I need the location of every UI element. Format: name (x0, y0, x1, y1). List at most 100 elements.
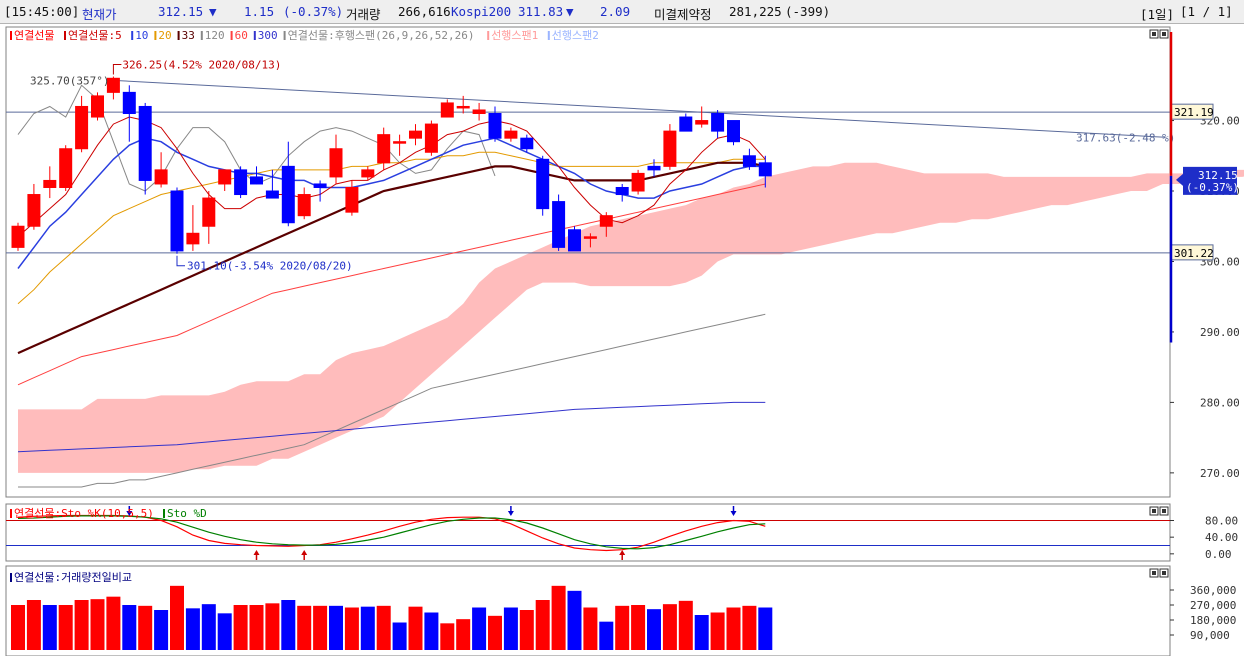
stochastic-pane: 0.00 40.00 80.00 (6, 506, 1238, 561)
time-label: [15:45:00] (4, 4, 80, 19)
price-legend-swatch (131, 31, 134, 40)
volume-bar (535, 600, 550, 650)
candle-body (488, 113, 502, 139)
candle-body (472, 109, 486, 115)
candle-body (122, 91, 136, 115)
volume-bar (154, 610, 169, 650)
pane-frames (5, 26, 1171, 656)
candle-body (186, 232, 200, 245)
volume-bar (90, 599, 105, 650)
lower-level-text: 301.22 (1174, 247, 1214, 260)
stoch-axis-label: 0.00 (1205, 548, 1232, 561)
price-legend-swatch (154, 31, 157, 40)
price-legend-label: 20 (158, 29, 171, 42)
current-price-text: 312.15 (1198, 169, 1238, 182)
change-value: 1.15 (244, 4, 275, 19)
volume-bar (233, 605, 248, 650)
volume-axis-label: 270,000 (1190, 599, 1236, 612)
stoch-line-stod (17, 515, 766, 550)
price-legend-label: 60 (235, 29, 248, 42)
candle-body (106, 77, 120, 93)
volume-bar (249, 605, 264, 650)
volume-bar (138, 605, 153, 650)
candle-body (758, 162, 772, 177)
volume-bar (599, 621, 614, 650)
price-legend-label: 연결선물 (14, 29, 54, 42)
volume-axis-label: 180,000 (1190, 614, 1236, 627)
price-legend-swatch (64, 31, 66, 40)
volume-bar (217, 613, 232, 650)
candle-body (297, 194, 311, 217)
candle-body (361, 169, 375, 178)
volume-legend-label: 연결선물:거래량전일비교 (14, 570, 132, 584)
period-selector[interactable]: [1일] (1140, 7, 1175, 22)
price-legend-label: 선행스팬2 (552, 29, 599, 42)
price-axis-label: 290.00 (1200, 326, 1240, 339)
candle-body (440, 102, 454, 118)
candle-body (75, 105, 89, 150)
candle-body (663, 130, 677, 167)
price-legend-swatch (200, 31, 203, 40)
price-legend-swatch (253, 31, 256, 40)
stoch-buy-signal-icon (301, 550, 308, 555)
volume-bar (726, 607, 741, 650)
volume-bar (631, 605, 646, 650)
stoch-sell-signal-icon (730, 511, 737, 516)
stoch-legend-label: Sto %D (167, 507, 207, 520)
candle-body (599, 215, 613, 227)
volume-bar (297, 605, 312, 650)
volume-bar (313, 605, 328, 650)
volume-label: 거래량 (346, 7, 381, 22)
trend-start-label: 325.70(357°) (30, 74, 109, 87)
ma60-line (17, 183, 766, 386)
candle-body (409, 130, 422, 139)
price-chart-pane: 326.25(4.52% 2020/08/13) 325.70(357°) 301.… (6, 32, 1244, 488)
ma300-line (17, 401, 766, 453)
candle-body (520, 137, 534, 150)
stoch-sell-signal-icon (507, 511, 514, 516)
candle-body (727, 120, 740, 143)
candle-body (583, 236, 597, 239)
price-legend-label: 연결선물:5 (68, 29, 122, 42)
price-legend-label: 120 (205, 29, 225, 42)
volume-bar (678, 600, 693, 650)
volume-bar (11, 605, 25, 650)
volume-bar (74, 600, 89, 650)
candle-body (552, 201, 566, 248)
price-legend-swatch (230, 31, 233, 40)
volume-pane: 90,000 180,000 270,000 360,000 (11, 584, 1236, 650)
candle-body (679, 116, 693, 132)
price-legend-swatch (10, 31, 12, 40)
stochastic-pane-frame (5, 503, 1171, 562)
stoch-legend-label: 연결선물:Sto %K(10,5,5) (14, 507, 154, 520)
status-bar: [15:45:00] 현재가 312.15 ▼ 1.15 (-0.37%) 거래… (0, 0, 1244, 24)
candle-body (250, 176, 263, 185)
trend-end-label: 317.63(-2.48 %) (1076, 131, 1175, 144)
open-interest-label: 미결제약정 (654, 7, 712, 22)
candle-body (43, 179, 57, 188)
minimize-button-mark (1152, 509, 1156, 513)
price-legend-swatch (547, 31, 550, 40)
volume-bar (408, 606, 423, 650)
minimize-button-mark (1152, 571, 1156, 575)
current-change-text: (-0.37%) (1186, 181, 1239, 194)
current-price-box (1183, 166, 1237, 195)
candle-body (345, 186, 359, 213)
stoch-axis-label: 40.00 (1205, 531, 1238, 544)
candle-body (11, 225, 25, 248)
price-arrow: ▼ (209, 4, 217, 19)
volume-bar (392, 622, 407, 650)
volume-bar (360, 606, 375, 650)
candle-body (154, 169, 168, 185)
volume-bar (662, 604, 677, 650)
volume-bar (170, 585, 184, 650)
volume-bar (472, 607, 487, 650)
legend-layer: 연결선물 연결선물:5 10 20 33 120 60 300 연결선물:후행스팬(26,9,2… (10, 29, 599, 584)
index-value: 311.83 (518, 4, 564, 19)
candle-body (456, 105, 470, 109)
current-price-pointer (1176, 173, 1183, 186)
page-indicator: [1 / 1] (1180, 4, 1233, 19)
stoch-legend-swatch (163, 509, 165, 518)
candle-body (138, 105, 152, 181)
chart-canvas: 326.25(4.52% 2020/08/13) 325.70(357°) 301.… (5, 26, 1244, 656)
